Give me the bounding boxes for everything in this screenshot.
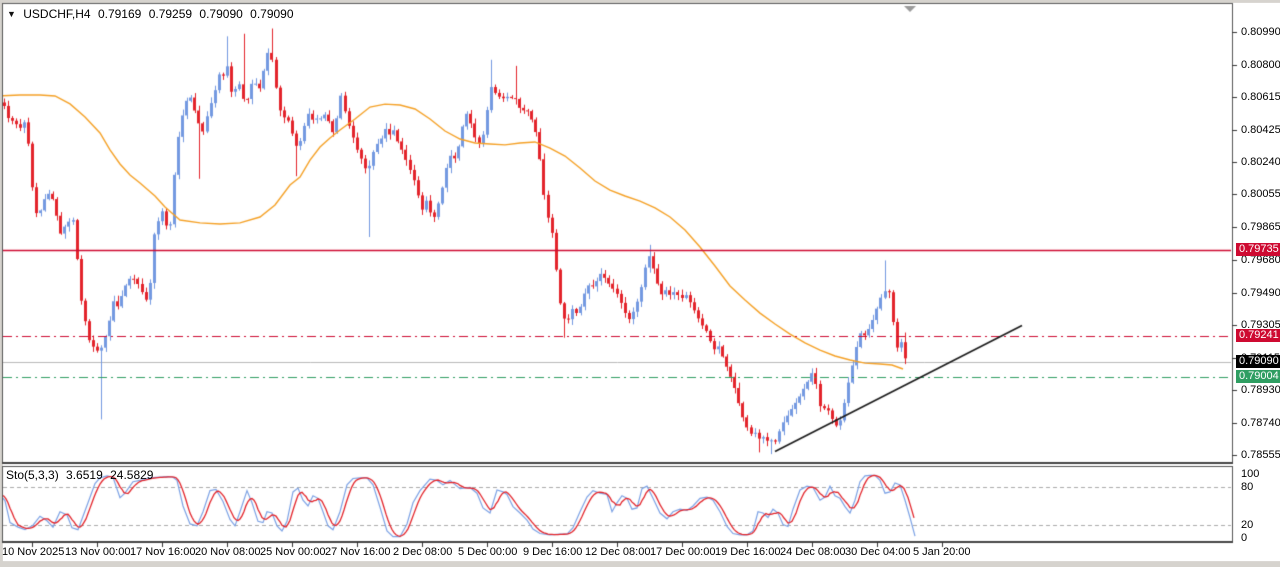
date-tick-label: 5 Dec 00:00	[458, 546, 518, 558]
price-tick-label: 0.80990	[1241, 26, 1280, 38]
symbol-label: USDCHF,H4	[23, 7, 91, 21]
price-tick-label: 0.80055	[1241, 188, 1280, 200]
sto-scale-label: 80	[1241, 481, 1254, 493]
collapse-chart-icon[interactable]: ▼	[7, 9, 16, 19]
date-tick-label: 30 Dec 04:00	[845, 546, 911, 558]
symbol-ohlc-header: ▼ USDCHF,H4 0.79169 0.79259 0.79090 0.79…	[7, 7, 298, 21]
date-tick-label: 9 Dec 16:00	[523, 546, 583, 558]
sto-scale-label: 100	[1241, 468, 1260, 480]
stochastic-pane[interactable]	[3, 466, 1232, 541]
date-tick-label: 12 Dec 08:00	[585, 546, 651, 558]
stochastic-d-value: 24.5829	[110, 468, 154, 482]
close-value: 0.79090	[250, 7, 294, 21]
price-tick-label: 0.79680	[1241, 254, 1280, 266]
date-tick-label: 13 Nov 00:00	[65, 546, 131, 558]
price-tick-label: 0.80240	[1241, 156, 1280, 168]
price-tick-label: 0.78555	[1241, 449, 1280, 461]
price-level-badge: 0.79004	[1236, 370, 1280, 383]
sto-scale-label: 20	[1241, 519, 1254, 531]
date-tick-label: 10 Nov 2025	[2, 546, 65, 558]
price-level-badge: 0.79241	[1236, 329, 1280, 342]
price-level-badge: 0.79735	[1236, 243, 1280, 256]
high-value: 0.79259	[148, 7, 193, 21]
open-value: 0.79169	[97, 7, 142, 21]
main-chart-pane[interactable]	[3, 4, 1232, 462]
date-tick-label: 17 Dec 00:00	[650, 546, 716, 558]
date-tick-label: 25 Nov 00:00	[260, 546, 326, 558]
sto-scale-label: 0	[1241, 532, 1248, 544]
date-tick-label: 27 Nov 16:00	[325, 546, 391, 558]
price-tick-label: 0.79490	[1241, 287, 1280, 299]
stochastic-label: Sto(5,3,3) 3.6519 24.5829	[6, 468, 157, 482]
date-tick-label: 2 Dec 08:00	[393, 546, 453, 558]
stochastic-k-value: 3.6519	[66, 468, 103, 482]
price-tick-label: 0.78740	[1241, 417, 1280, 429]
date-tick-label: 24 Dec 08:00	[780, 546, 846, 558]
low-value: 0.79090	[199, 7, 243, 21]
date-tick-label: 20 Nov 08:00	[195, 546, 261, 558]
price-tick-label: 0.78930	[1241, 384, 1280, 396]
price-tick-label: 0.80800	[1241, 59, 1280, 71]
date-tick-label: 19 Dec 16:00	[715, 546, 781, 558]
price-tick-label: 0.80615	[1241, 91, 1280, 103]
date-tick-label: 5 Jan 20:00	[913, 546, 971, 558]
price-level-badge: 0.79090	[1236, 355, 1280, 368]
stochastic-name: Sto(5,3,3)	[6, 468, 59, 482]
price-tick-label: 0.79865	[1241, 221, 1280, 233]
date-tick-label: 17 Nov 16:00	[130, 546, 196, 558]
price-tick-label: 0.80425	[1241, 124, 1280, 136]
price-tick-label: 0.79305	[1241, 319, 1280, 331]
